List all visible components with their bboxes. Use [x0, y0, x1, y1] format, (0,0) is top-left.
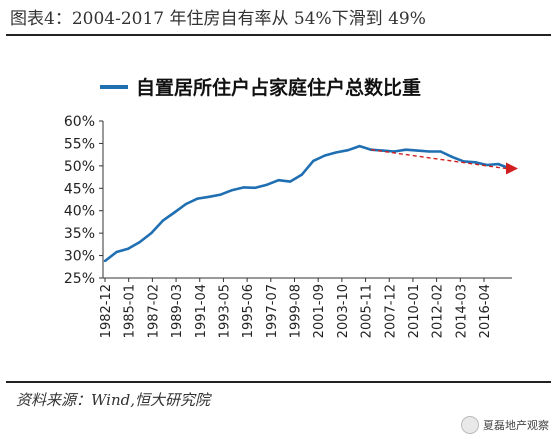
- data-point: [207, 195, 211, 199]
- data-point: [150, 231, 153, 235]
- y-tick-label: 35%: [64, 226, 95, 242]
- data-point: [126, 247, 130, 251]
- data-point: [323, 154, 327, 157]
- data-point: [312, 159, 315, 163]
- data-point: [381, 149, 384, 152]
- y-tick-label: 45%: [64, 181, 95, 197]
- data-point: [358, 144, 361, 148]
- legend-label: 自置居所住户占家庭住户总数比重: [136, 76, 421, 99]
- x-tick-label: 1997-07: [265, 284, 280, 338]
- y-tick-label: 60%: [64, 114, 95, 130]
- data-point: [485, 163, 489, 167]
- chart-legend: 自置居所住户占家庭住户总数比重: [100, 76, 421, 99]
- data-point: [231, 188, 234, 192]
- data-point: [196, 197, 199, 200]
- y-tick-label: 30%: [64, 249, 95, 265]
- trend-arrowhead: [506, 162, 518, 175]
- watermark: 夏磊地产观察: [461, 416, 549, 434]
- data-point: [335, 151, 338, 154]
- data-point: [474, 161, 477, 164]
- data-point: [346, 148, 350, 152]
- data-point: [416, 149, 419, 152]
- data-point: [242, 186, 246, 189]
- data-point: [265, 183, 269, 186]
- data-point: [288, 180, 292, 183]
- bottom-rule: [6, 381, 551, 383]
- data-point: [161, 219, 165, 222]
- data-point: [103, 259, 107, 263]
- data-point: [277, 179, 280, 182]
- x-tick-label: 1995-06: [241, 284, 256, 338]
- x-tick-label: 2003-10: [336, 284, 351, 338]
- series-line: [104, 144, 511, 263]
- data-point: [497, 162, 500, 166]
- data-point: [393, 150, 396, 153]
- x-tick-label: 1985-01: [123, 284, 138, 338]
- data-point: [184, 202, 188, 206]
- x-tick-label: 1999-08: [289, 284, 304, 338]
- title-rule: [6, 34, 551, 36]
- x-tick-label: 1991-04: [194, 284, 209, 338]
- x-tick-label: 2012-02: [431, 284, 446, 338]
- wechat-icon: [461, 416, 479, 434]
- x-tick-label: 2005-11: [360, 284, 375, 338]
- x-tick-label: 2007-12: [383, 284, 398, 338]
- x-tick-label: 2014-03: [454, 284, 469, 338]
- plot-area: [103, 144, 518, 263]
- y-tick-label: 55%: [64, 136, 95, 152]
- data-point: [450, 155, 454, 159]
- data-point: [439, 150, 442, 153]
- axes: 25% 30% 35% 40% 45% 50% 55% 60% 1982-12 1985-01 19…: [64, 114, 512, 338]
- trend-arrow-line: [371, 149, 507, 170]
- data-point: [138, 240, 141, 244]
- data-point: [173, 211, 176, 214]
- data-point: [254, 186, 257, 190]
- x-tick-label: 2001-09: [312, 284, 327, 338]
- data-point: [300, 173, 303, 177]
- source-note: 资料来源：Wind,恒大研究院: [16, 391, 210, 409]
- y-tick-label: 25%: [64, 271, 95, 287]
- data-point: [115, 250, 118, 254]
- x-tick-label: 2010-01: [407, 284, 422, 338]
- figure-title: 图表4：2004-2017 年住房自有率从 54%下滑到 49%: [10, 9, 426, 29]
- y-tick-label: 40%: [64, 204, 95, 220]
- x-tick-label: 1987-02: [146, 284, 161, 338]
- data-point: [427, 150, 431, 153]
- x-tick-label: 1982-12: [99, 284, 114, 338]
- watermark-label: 夏磊地产观察: [483, 419, 549, 432]
- y-tick-label: 50%: [64, 159, 95, 175]
- data-point: [404, 148, 408, 151]
- x-tick-label: 2016-04: [478, 284, 493, 338]
- data-point: [219, 193, 222, 196]
- x-tick-label: 1993-05: [217, 284, 232, 338]
- x-tick-label: 1989-03: [170, 284, 185, 338]
